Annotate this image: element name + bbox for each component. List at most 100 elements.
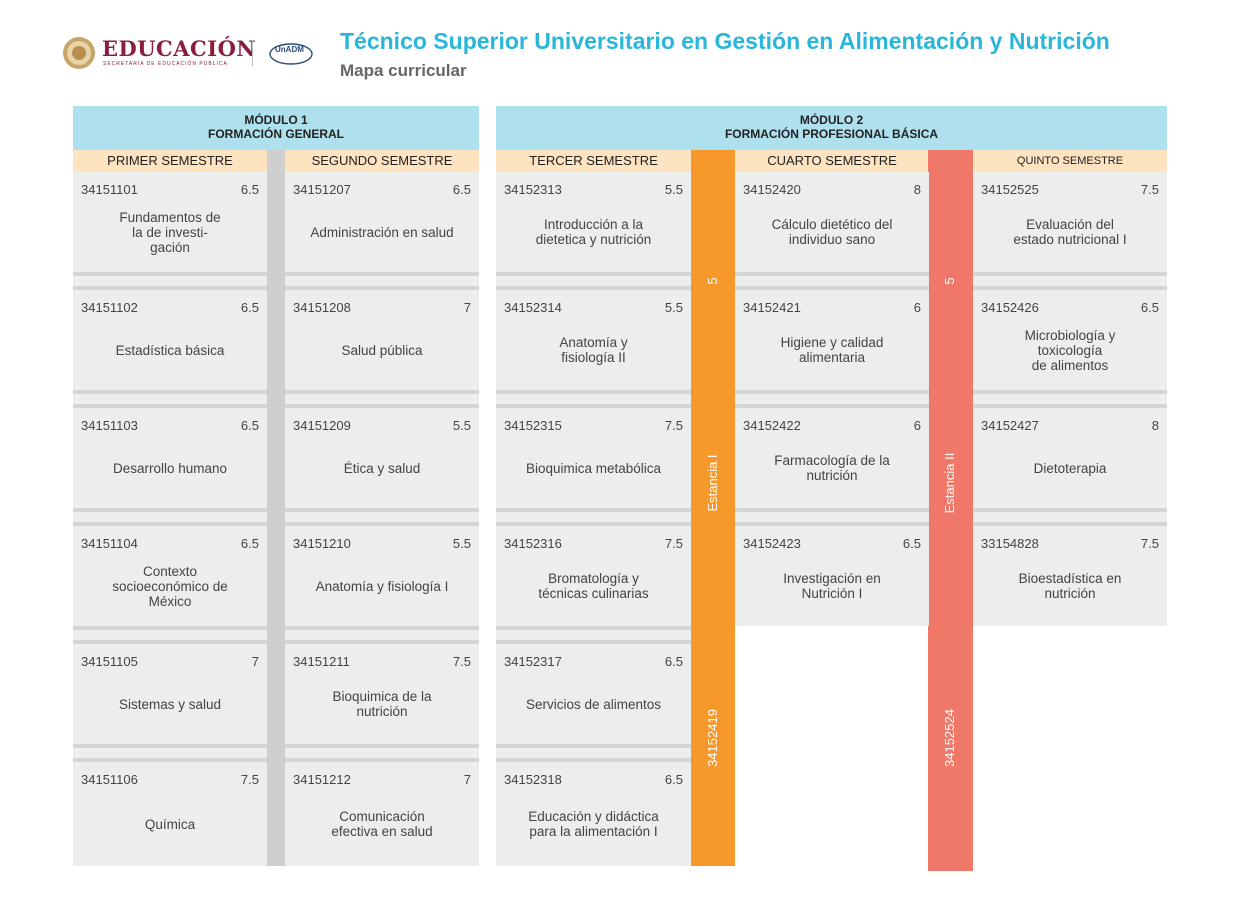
row-separator [496,626,691,644]
subject-credits: 6.5 [240,536,259,551]
logo-divider [252,40,253,66]
subject-name-text: Microbiología y toxicología de alimentos [1024,327,1116,373]
row-separator [496,390,691,408]
row-separator [73,744,267,762]
row-separator-inner [285,748,479,758]
subject-credits: 5.5 [452,536,471,551]
module-1-header: MÓDULO 1 FORMACIÓN GENERAL [73,106,479,150]
subject-credits: 7.5 [240,772,259,787]
subject-name: Investigación en Nutrición I [741,560,923,612]
subject-card: 34151209 5.5 Ética y salud [285,408,479,508]
subject-name: Bioquimica de la nutrición [291,678,473,730]
subject-name: Higiene y calidad alimentaria [741,324,923,376]
subject-code: 33154828 [981,536,1039,551]
estancia-2-bar: 5 Estancia II 34152524 [928,150,973,871]
subject-name: Bioquimica metabólica [502,442,685,494]
row-separator [496,508,691,526]
subject-name-text: Sistemas y salud [118,696,222,712]
subject-name: Bromatología y técnicas culinarias [502,560,685,612]
subject-name-text: Comunicación efectiva en salud [331,809,433,839]
subject-card: 34152422 6 Farmacología de la nutrición [735,408,929,508]
subject-card: 34151104 6.5 Contexto socioeconómico de Mé… [73,526,267,626]
row-separator-inner [73,748,267,758]
subject-name: Comunicación efectiva en salud [291,796,473,852]
subject-name: Servicios de alimentos [502,678,685,730]
subject-name: Salud pública [291,324,473,376]
subject-code: 34152423 [743,536,801,551]
eagle-seal-icon [63,37,95,69]
row-separator-inner [73,512,267,522]
estancia-1-bar: 5 Estancia I 34152419 [691,150,735,866]
subject-credits: 6.5 [664,772,683,787]
estancia-1-code: 34152419 [705,709,720,767]
row-separator [735,390,929,408]
subject-name-text: Anatomía y fisiología I [315,578,449,594]
subject-card: 34151106 7.5 Química [73,762,267,866]
logo-wordmark: EDUCACIÓN [102,36,257,61]
subject-name-text: Salud pública [341,342,423,358]
logo-subtitle: SECRETARÍA DE EDUCACIÓN PÚBLICA [103,61,228,67]
subject-code: 34152421 [743,300,801,315]
estancia-2-name: Estancia II [942,452,957,514]
subject-credits: 7.5 [452,654,471,669]
subject-card: 34151101 6.5 Fundamentos de la de investi-… [73,172,267,272]
subject-name-text: Desarrollo humano [112,460,228,476]
row-separator-inner [496,512,691,522]
subject-card: 34151102 6.5 Estadística básica [73,290,267,390]
subject-card: 34152313 5.5 Introducción a la dietetica y… [496,172,691,272]
estancia-2-code: 34152524 [942,709,957,767]
subject-credits: 7 [463,772,471,787]
subject-card: 34152427 8 Dietoterapia [973,408,1167,508]
row-separator [973,390,1167,408]
subject-code: 34151104 [81,536,138,551]
subject-name: Estadística básica [79,324,261,376]
row-separator-inner [735,276,929,286]
estancia-1-credits: 5 [705,277,720,285]
subject-card: 33154828 7.5 Bioestadística en nutrición [973,526,1167,626]
subject-name: Administración en salud [291,206,473,258]
subject-card: 34152314 5.5 Anatomía y fisiología II [496,290,691,390]
page-title: Técnico Superior Universitario en Gestió… [340,28,1110,54]
subject-credits: 6.5 [452,182,471,197]
subject-card: 34151210 5.5 Anatomía y fisiología I [285,526,479,626]
subject-credits: 7 [251,654,259,669]
subject-credits: 5.5 [452,418,471,433]
row-separator [735,508,929,526]
subject-code: 34151103 [81,418,138,433]
subject-name-text: Servicios de alimentos [525,696,662,712]
subject-code: 34152315 [504,418,562,433]
subject-code: 34152316 [504,536,562,551]
subject-name-text: Introducción a la dietetica y nutrición [535,217,652,247]
subject-credits: 8 [913,182,921,197]
row-separator [285,272,479,290]
subject-code: 34151106 [81,772,138,787]
row-separator-inner [73,276,267,286]
subject-credits: 7.5 [1140,536,1159,551]
row-separator-inner [285,512,479,522]
subject-card: 34152423 6.5 Investigación en Nutrición I [735,526,929,626]
subject-code: 34152427 [981,418,1039,433]
subject-card: 34152318 6.5 Educación y didáctica para la… [496,762,691,866]
subject-name: Evaluación del estado nutricional I [979,206,1161,258]
row-separator-inner [285,394,479,404]
subject-credits: 6.5 [240,300,259,315]
page-subtitle: Mapa curricular [340,61,467,80]
subject-name-text: Higiene y calidad alimentaria [780,335,884,365]
subject-name-text: Evaluación del estado nutricional I [1013,217,1127,247]
subject-card: 34151207 6.5 Administración en salud [285,172,479,272]
row-separator [973,272,1167,290]
subject-card: 34151211 7.5 Bioquimica de la nutrición [285,644,479,744]
subject-card: 34152420 8 Cálculo dietético del individuo… [735,172,929,272]
subject-code: 34152313 [504,182,562,197]
subject-name: Educación y didáctica para la alimentaci… [502,796,685,852]
subject-card: 34151212 7 Comunicación efectiva en salud [285,762,479,866]
row-separator-inner [285,276,479,286]
subject-code: 34151101 [81,182,138,197]
subject-code: 34152420 [743,182,801,197]
row-separator-inner [973,276,1167,286]
row-separator-inner [496,630,691,640]
row-separator-inner [735,394,929,404]
module-2-header: MÓDULO 2 FORMACIÓN PROFESIONAL BÁSICA [496,106,1167,150]
semester-header-5: QUINTO SEMESTRE [973,150,1167,172]
subject-name-text: Farmacología de la nutrición [774,453,890,483]
